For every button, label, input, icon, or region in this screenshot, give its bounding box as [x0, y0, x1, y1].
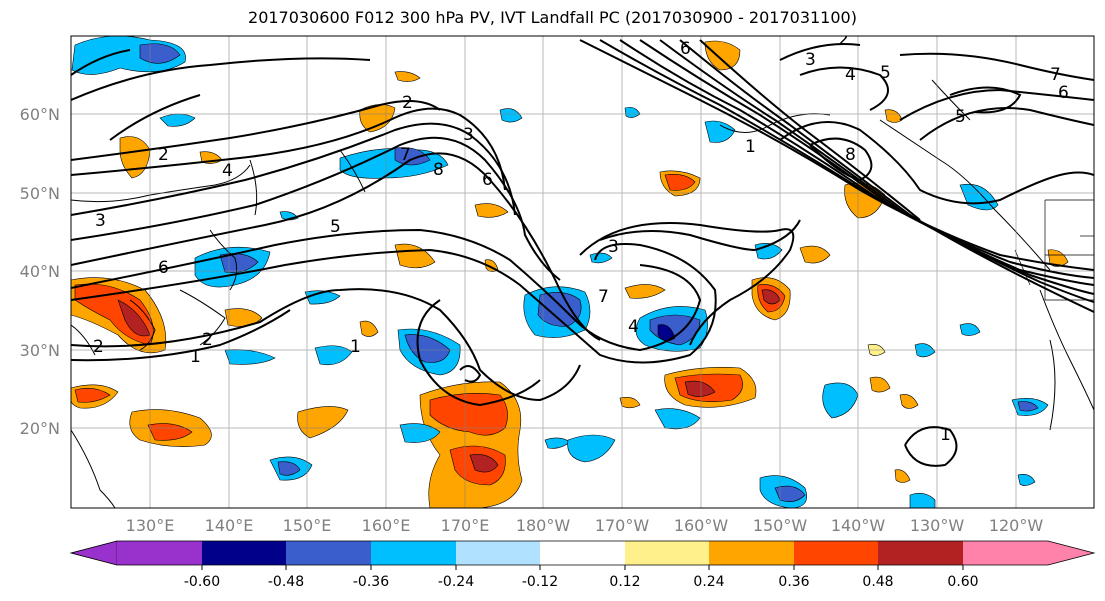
contour-label: 1	[350, 337, 361, 357]
lon-label: 140°E	[205, 516, 254, 535]
lon-label: 140°W	[831, 516, 886, 535]
contour-label: 8	[845, 145, 856, 165]
colorbar-tick-label: -0.60	[184, 574, 220, 590]
lon-label: 160°E	[362, 516, 411, 535]
colorbar-segment	[963, 541, 1094, 565]
contour-label: 8	[433, 160, 444, 180]
lat-label: 60°N	[20, 105, 60, 124]
contour-label: 6	[680, 39, 691, 59]
contour-label: 4	[222, 161, 233, 181]
colorbar-tick-label: -0.36	[353, 574, 389, 590]
contour-label: 3	[95, 211, 106, 231]
contour-label: 3	[463, 125, 474, 145]
contour-label: 2	[158, 145, 169, 165]
colorbar-segment	[456, 541, 540, 565]
colorbar-segment	[117, 541, 202, 565]
contour-label: 4	[845, 65, 856, 85]
longitude-labels: 130°E 140°E 150°E 160°E 170°E 180°W 170°…	[126, 516, 1044, 535]
colorbar-segment	[286, 541, 371, 565]
contour-label: 3	[608, 237, 619, 257]
lon-label: 120°W	[989, 516, 1044, 535]
colorbar-segment	[371, 541, 456, 565]
lon-label: 150°E	[283, 516, 332, 535]
lon-label: 170°E	[441, 516, 490, 535]
colorbar-tick-label: 0.12	[609, 574, 640, 590]
contour-label: 2	[202, 330, 213, 350]
colorbar-tick-label: 0.60	[947, 574, 978, 590]
contour-label: 4	[628, 317, 639, 337]
lon-label: 170°W	[595, 516, 650, 535]
colorbar-segment	[540, 541, 625, 565]
colorbar-segment	[794, 541, 878, 565]
contour-label: 7	[400, 145, 411, 165]
lon-label: 180°W	[516, 516, 571, 535]
lon-label: 130°W	[910, 516, 965, 535]
shaded-anomalies	[71, 36, 1069, 508]
contour-label: 6	[158, 258, 169, 278]
colorbar-tick-label: 0.24	[693, 574, 724, 590]
colorbar: -0.60 -0.48 -0.36 -0.24 -0.12 0.12 0.24 …	[69, 540, 1096, 590]
contour-label: 2	[93, 337, 104, 357]
colorbar-tick-label: -0.12	[522, 574, 558, 590]
colorbar-tick-label: -0.48	[268, 574, 304, 590]
pv-contours	[71, 39, 1094, 467]
colorbar-tick-label: 0.36	[778, 574, 809, 590]
lat-label: 30°N	[20, 341, 60, 360]
colorbar-tick-label: 0.48	[862, 574, 893, 590]
lat-label: 20°N	[20, 419, 60, 438]
contour-label: 5	[330, 217, 341, 237]
contour-label: 3	[805, 50, 816, 70]
contour-label: 2	[838, 30, 849, 50]
contour-label: 1	[745, 137, 756, 157]
colorbar-segment	[709, 541, 794, 565]
contour-labels: 2 2 2 3 4 5 6 6 7 8 1 1 2 3 4 5 6 7 8 3 …	[93, 30, 1069, 445]
latitude-labels: 60°N 50°N 40°N 30°N 20°N	[20, 105, 60, 438]
colorbar-segment	[625, 541, 709, 565]
contour-label: 1	[190, 347, 201, 367]
lat-label: 40°N	[20, 262, 60, 281]
lon-label: 150°W	[753, 516, 808, 535]
coastlines	[71, 79, 1094, 508]
contour-label: 6	[1058, 83, 1069, 103]
map-title: 2017030600 F012 300 hPa PV, IVT Landfall…	[248, 8, 857, 27]
lat-label: 50°N	[20, 184, 60, 203]
map-border	[70, 35, 1095, 509]
lon-label: 130°E	[126, 516, 175, 535]
contour-label: 1	[940, 425, 951, 445]
map-panel: 2 2 2 3 4 5 6 6 7 8 1 1 2 3 4 5 6 7 8 3 …	[71, 30, 1094, 508]
colorbar-segment	[70, 540, 118, 566]
colorbar-tick-label: -0.24	[438, 574, 474, 590]
contour-label: 7	[1050, 65, 1061, 85]
contour-label: 5	[880, 63, 891, 83]
contour-label: 6	[482, 170, 493, 190]
contour-label: 2	[402, 93, 413, 113]
colorbar-segment	[202, 541, 286, 565]
colorbar-segment	[878, 541, 963, 565]
contour-label: 7	[598, 287, 609, 307]
lon-label: 160°W	[674, 516, 729, 535]
contour-label: 5	[955, 107, 966, 127]
